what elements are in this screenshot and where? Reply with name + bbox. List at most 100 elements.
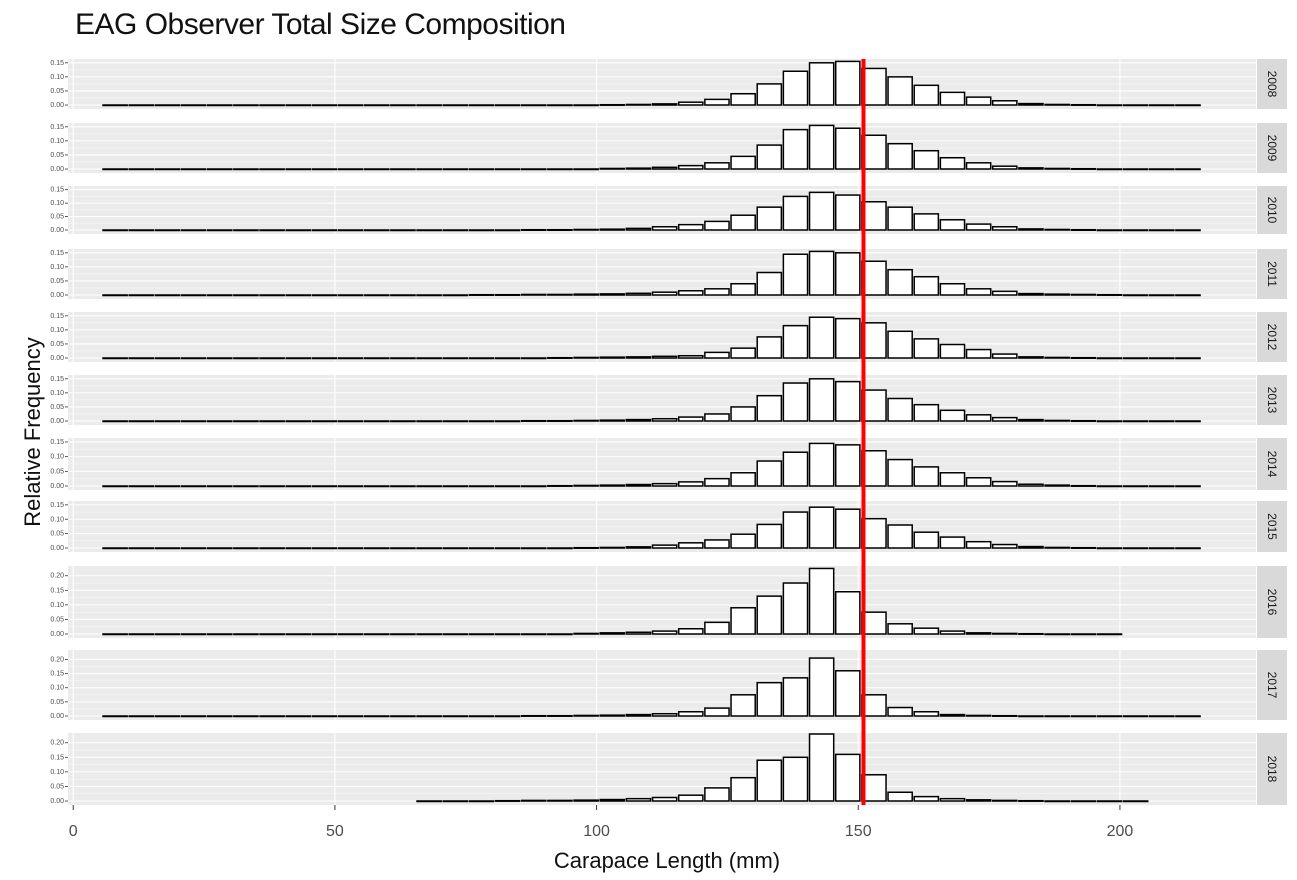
histogram-bar — [1122, 420, 1149, 423]
histogram-bar — [913, 795, 940, 802]
histogram-bar — [756, 144, 783, 170]
histogram-bar — [651, 796, 678, 802]
y-tick-label: 0.10 — [50, 200, 64, 207]
histogram-bar — [520, 799, 547, 802]
histogram-bar — [1044, 546, 1070, 549]
histogram-bar — [887, 268, 913, 296]
histogram-bar — [1018, 545, 1044, 549]
facet-strip-label: 2011 — [1265, 261, 1279, 287]
histogram-bar — [416, 633, 442, 636]
histogram-bar — [808, 124, 835, 170]
histogram-bar — [756, 336, 783, 359]
histogram-bar — [1018, 102, 1044, 106]
histogram-bar — [782, 253, 809, 296]
histogram-bar — [285, 229, 312, 232]
histogram-bar — [259, 715, 285, 718]
histogram-bar — [1044, 484, 1070, 487]
histogram-bar — [861, 611, 887, 635]
histogram-bar — [730, 533, 756, 549]
histogram-bar — [808, 733, 835, 802]
chart-title: EAG Observer Total Size Composition — [75, 8, 566, 41]
histogram-bar — [991, 100, 1018, 106]
histogram-bar — [965, 288, 992, 296]
histogram-bar — [677, 542, 704, 549]
histogram-bar — [913, 275, 940, 296]
histogram-bar — [128, 294, 155, 297]
histogram-bar — [991, 165, 1018, 170]
histogram-bar — [1044, 167, 1070, 170]
histogram-bar — [808, 657, 835, 717]
histogram-bar — [311, 633, 338, 636]
histogram-bar — [1070, 419, 1097, 422]
histogram-bar — [808, 442, 835, 487]
histogram-bar — [1018, 483, 1044, 487]
histogram-bar — [1122, 357, 1149, 360]
histogram-bar — [494, 715, 521, 718]
histogram-bar — [782, 677, 809, 717]
histogram-bar — [677, 794, 704, 802]
histogram-bar — [1018, 715, 1044, 718]
histogram-bar — [834, 60, 861, 106]
y-tick-label: 0.00 — [50, 418, 64, 425]
y-tick-label: 0.15 — [50, 376, 64, 383]
histogram-bar — [861, 67, 887, 106]
facet-strip — [1257, 59, 1287, 109]
histogram-bar — [808, 567, 835, 635]
histogram-bar — [494, 229, 521, 232]
histogram-bar — [704, 621, 730, 635]
histogram-bar — [808, 62, 835, 106]
histogram-bar — [363, 294, 390, 297]
histogram-bar — [573, 799, 599, 802]
histogram-bar — [1148, 485, 1175, 488]
y-tick-label: 0.15 — [50, 250, 64, 257]
histogram-bar — [1044, 633, 1070, 636]
histogram-bar — [233, 357, 259, 360]
histogram-bar — [599, 356, 626, 359]
histogram-bar — [704, 162, 730, 170]
histogram-bar — [861, 260, 887, 296]
y-tick-label: 0.10 — [50, 264, 64, 271]
histogram-bar — [128, 357, 155, 360]
histogram-bar — [547, 168, 573, 171]
histogram-bar — [651, 355, 678, 359]
histogram-bar — [1096, 357, 1123, 360]
y-tick-label: 0.15 — [50, 124, 64, 131]
histogram-bar — [834, 317, 861, 359]
histogram-bar — [416, 420, 442, 423]
histogram-bar — [834, 444, 861, 487]
histogram-bar — [965, 477, 992, 487]
histogram-bar — [1096, 547, 1123, 550]
histogram-bar — [756, 460, 783, 487]
histogram-bar — [206, 715, 233, 718]
histogram-bar — [1096, 800, 1123, 803]
histogram-bar — [311, 485, 338, 488]
histogram-bar — [180, 294, 207, 297]
histogram-bar — [547, 293, 573, 296]
histogram-bar — [285, 715, 312, 718]
histogram-bar — [704, 707, 730, 717]
histogram-bar — [677, 223, 704, 231]
histogram-bar — [442, 229, 469, 232]
histogram-bar — [416, 104, 442, 107]
histogram-bar — [782, 128, 809, 170]
histogram-bar — [416, 800, 442, 803]
histogram-bar — [1018, 418, 1044, 422]
histogram-bar — [363, 420, 390, 423]
histogram-bar — [939, 409, 966, 422]
histogram-bar — [128, 547, 155, 550]
histogram-bar — [887, 791, 913, 802]
histogram-bar — [965, 632, 992, 635]
histogram-bar — [756, 523, 783, 549]
histogram-bar — [154, 420, 181, 423]
histogram-bar — [416, 715, 442, 718]
histogram-bar — [939, 157, 966, 170]
histogram-bar — [1122, 104, 1149, 107]
histogram-bar — [128, 485, 155, 488]
histogram-bar — [468, 547, 495, 550]
histogram-bar — [1096, 485, 1123, 488]
histogram-bar — [233, 104, 259, 107]
histogram-bar — [442, 420, 469, 423]
histogram-bar — [233, 633, 259, 636]
histogram-bar — [939, 797, 966, 802]
